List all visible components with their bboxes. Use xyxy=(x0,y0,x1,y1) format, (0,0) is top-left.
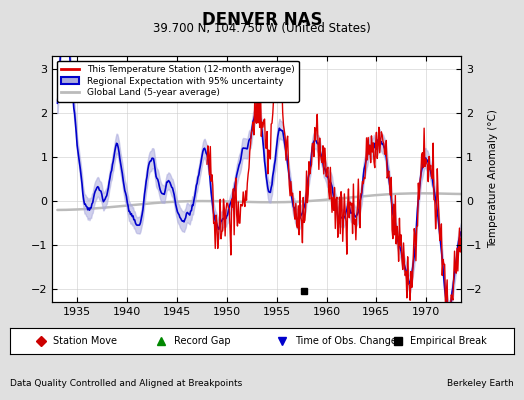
Text: Station Move: Station Move xyxy=(53,336,117,346)
Text: Data Quality Controlled and Aligned at Breakpoints: Data Quality Controlled and Aligned at B… xyxy=(10,379,243,388)
Text: Empirical Break: Empirical Break xyxy=(410,336,487,346)
Text: Berkeley Earth: Berkeley Earth xyxy=(447,379,514,388)
Text: DENVER NAS: DENVER NAS xyxy=(202,11,322,29)
Text: Time of Obs. Change: Time of Obs. Change xyxy=(294,336,397,346)
Y-axis label: Temperature Anomaly (°C): Temperature Anomaly (°C) xyxy=(488,110,498,248)
Legend: This Temperature Station (12-month average), Regional Expectation with 95% uncer: This Temperature Station (12-month avera… xyxy=(57,60,299,102)
Text: Record Gap: Record Gap xyxy=(174,336,231,346)
Text: 39.700 N, 104.750 W (United States): 39.700 N, 104.750 W (United States) xyxy=(153,22,371,35)
